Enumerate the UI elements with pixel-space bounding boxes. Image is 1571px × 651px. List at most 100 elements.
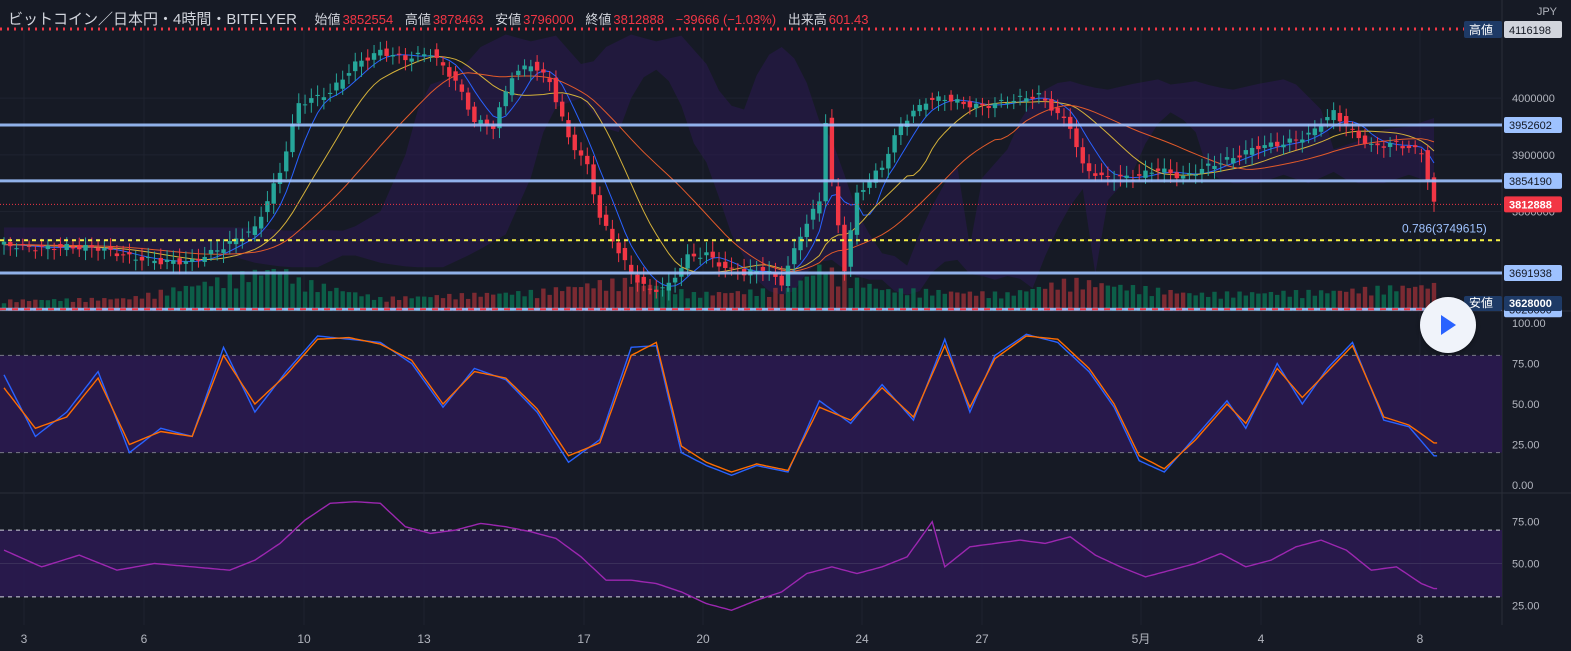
- currency-label: JPY: [1536, 6, 1557, 18]
- volume-bar: [980, 291, 985, 311]
- candle-body: [936, 96, 941, 101]
- high-label: 高値: [1469, 22, 1493, 37]
- candle-body: [302, 104, 308, 106]
- candle-body: [371, 53, 377, 60]
- volume-bar: [1425, 288, 1430, 311]
- candle-body: [271, 183, 276, 204]
- volume-bar: [422, 296, 427, 311]
- open-label: 始値: [314, 12, 341, 27]
- candle-body: [766, 270, 772, 272]
- candle-body: [616, 242, 621, 254]
- y-tick-label: 3900000: [1512, 150, 1555, 162]
- volume-bar: [334, 287, 339, 311]
- candle-body: [1074, 128, 1079, 148]
- candle-body: [403, 55, 408, 61]
- volume-bar: [628, 286, 634, 311]
- volume-bar: [1049, 282, 1054, 311]
- candle-body: [497, 107, 502, 129]
- volume-bar: [1350, 288, 1355, 311]
- rsi-y-tick: 25.00: [1512, 600, 1540, 612]
- candle-body: [1224, 157, 1230, 160]
- candle-body: [202, 256, 207, 262]
- volume-bar: [284, 269, 289, 311]
- play-button[interactable]: [1420, 297, 1476, 353]
- candle-body: [1080, 147, 1085, 164]
- volume-bar: [948, 291, 954, 311]
- volume-bar: [221, 288, 226, 311]
- candle-body: [277, 172, 283, 184]
- volume-bar: [1318, 290, 1324, 311]
- candle-body: [585, 155, 590, 165]
- volume-bar: [585, 283, 590, 311]
- volume-bar: [58, 300, 63, 311]
- candle-body: [1030, 96, 1035, 99]
- candle-body: [541, 69, 546, 73]
- symbol-title[interactable]: ビットコイン／日本円・4時間・BITFLYER: [8, 11, 297, 28]
- candle-body: [221, 249, 226, 253]
- candle-body: [867, 180, 872, 188]
- volume-bar: [1024, 291, 1029, 311]
- candle-body: [1049, 99, 1054, 111]
- fib-label: 0.786(3749615): [1402, 221, 1487, 235]
- volume-bar: [754, 295, 759, 311]
- candle-body: [635, 274, 640, 283]
- candle-body: [1199, 168, 1205, 174]
- volume-bar: [810, 275, 816, 311]
- volume-bar: [1162, 294, 1167, 311]
- volume-bar: [672, 294, 678, 311]
- candle-body: [120, 254, 126, 256]
- volume-bar: [246, 282, 251, 311]
- volume-bar: [1, 303, 7, 311]
- volume-bar: [146, 292, 151, 311]
- volume-bar: [1362, 286, 1368, 311]
- high-value-tag: [1504, 21, 1562, 38]
- candle-body: [359, 60, 364, 67]
- volume-bar: [1369, 295, 1374, 311]
- current-price-value: 3812888: [1509, 199, 1552, 211]
- volume-bar: [591, 288, 596, 311]
- candle-body: [886, 153, 891, 169]
- volume-bar: [1343, 291, 1349, 311]
- volume-bar: [64, 298, 69, 311]
- volume-bar: [315, 292, 320, 311]
- candle-body: [810, 208, 816, 220]
- volume-bar: [1130, 285, 1136, 311]
- volume-bar: [541, 288, 546, 311]
- volume-bar: [459, 293, 465, 311]
- volume-bar: [196, 285, 201, 311]
- close-label: 終値: [585, 12, 612, 27]
- candle-body: [760, 267, 766, 271]
- volume-bar: [817, 264, 822, 311]
- volume-bar: [760, 288, 766, 311]
- candle-body: [353, 61, 358, 72]
- volume-bar: [854, 277, 860, 311]
- volume-bar: [955, 292, 960, 311]
- candle-body: [384, 48, 389, 56]
- ma-long-line: [4, 72, 1435, 272]
- candle-body: [578, 150, 584, 156]
- candle-body: [1275, 141, 1280, 147]
- candle-body: [572, 134, 577, 151]
- volume-bar: [340, 291, 345, 311]
- candle-body: [1318, 126, 1324, 132]
- candle-body: [710, 251, 715, 258]
- volume-bar: [1042, 288, 1048, 311]
- candle-body: [14, 248, 19, 250]
- volume-bar: [522, 296, 527, 311]
- candle-body: [102, 248, 107, 251]
- volume-bar: [823, 273, 828, 311]
- volume-bar: [491, 294, 496, 311]
- x-tick-label: 17: [577, 632, 591, 646]
- volume-bar: [164, 295, 170, 311]
- candle-body: [265, 201, 270, 213]
- candle-body: [1105, 176, 1111, 178]
- volume-bar: [641, 285, 646, 311]
- low-value: 3628000: [1509, 298, 1552, 310]
- volume-bar: [1061, 278, 1067, 311]
- volume-bar: [660, 289, 665, 311]
- ichimoku-cloud: [4, 34, 1434, 295]
- volume-bar: [773, 287, 778, 311]
- candle-body: [685, 254, 690, 269]
- candle-body: [51, 249, 57, 251]
